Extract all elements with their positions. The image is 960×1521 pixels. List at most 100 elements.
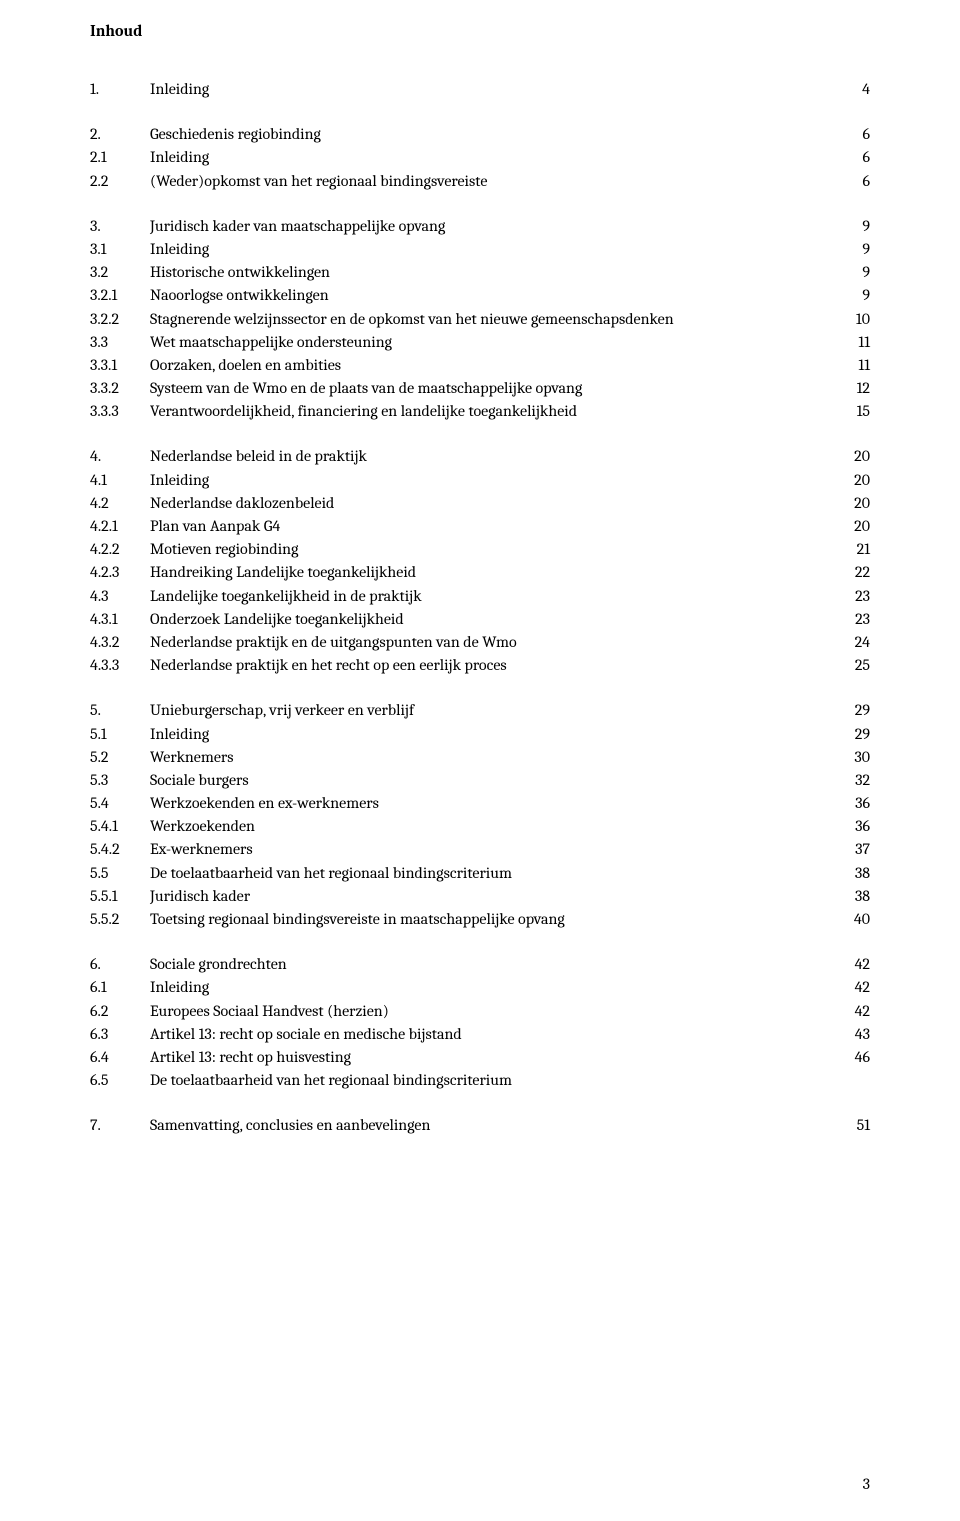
toc-entry: 1.Inleiding4 <box>90 78 870 101</box>
toc-entry-title: Ex-werknemers <box>150 838 840 861</box>
toc-entry-number: 5. <box>90 699 150 722</box>
toc-entry: 6.2Europees Sociaal Handvest (herzien)42 <box>90 1000 870 1023</box>
toc-entry: 3.2Historische ontwikkelingen9 <box>90 261 870 284</box>
toc-entry-title: Motieven regiobinding <box>150 538 840 561</box>
toc-entry-number: 5.3 <box>90 769 150 792</box>
toc-entry-page: 9 <box>840 238 870 261</box>
toc-entry-title: Naoorlogse ontwikkelingen <box>150 284 840 307</box>
toc-entry-number: 4.3.2 <box>90 631 150 654</box>
toc-entry-number: 4.2 <box>90 492 150 515</box>
toc-entry-number: 6.5 <box>90 1069 150 1092</box>
toc-entry-title: Sociale grondrechten <box>150 953 840 976</box>
toc-entry-title: Plan van Aanpak G4 <box>150 515 840 538</box>
toc-entry-number: 5.4.2 <box>90 838 150 861</box>
toc-entry-number: 5.4.1 <box>90 815 150 838</box>
toc-entry-title: Toetsing regionaal bindingsvereiste in m… <box>150 908 840 931</box>
toc-entry-title: Inleiding <box>150 976 840 999</box>
toc-entry-page: 30 <box>840 746 870 769</box>
toc-entry-title: Systeem van de Wmo en de plaats van de m… <box>150 377 840 400</box>
toc-section: 5.Unieburgerschap, vrij verkeer en verbl… <box>90 699 870 931</box>
toc-entry-number: 6.1 <box>90 976 150 999</box>
toc-entry-title: Unieburgerschap, vrij verkeer en verblij… <box>150 699 840 722</box>
toc-entry: 5.4.1Werkzoekenden36 <box>90 815 870 838</box>
toc-entry-title: Nederlandse praktijk en de uitgangspunte… <box>150 631 840 654</box>
toc-section: 4.Nederlandse beleid in de praktijk204.1… <box>90 445 870 677</box>
toc-container: 1.Inleiding42.Geschiedenis regiobinding6… <box>90 78 870 1138</box>
toc-entry: 3.3.1Oorzaken, doelen en ambities11 <box>90 354 870 377</box>
toc-entry-title: Verantwoordelijkheid, financiering en la… <box>150 400 840 423</box>
toc-entry-page: 43 <box>840 1023 870 1046</box>
toc-entry: 5.Unieburgerschap, vrij verkeer en verbl… <box>90 699 870 722</box>
toc-entry-page: 20 <box>840 469 870 492</box>
toc-entry-number: 3.3.1 <box>90 354 150 377</box>
toc-entry-title: Juridisch kader van maatschappelijke opv… <box>150 215 840 238</box>
toc-entry-number: 5.4 <box>90 792 150 815</box>
toc-entry-number: 4.3 <box>90 585 150 608</box>
toc-entry-page: 9 <box>840 284 870 307</box>
toc-entry-page: 46 <box>840 1046 870 1069</box>
toc-entry-title: Werkzoekenden en ex-werknemers <box>150 792 840 815</box>
toc-entry-page: 20 <box>840 445 870 468</box>
toc-entry-page: 23 <box>840 585 870 608</box>
toc-entry: 4.3Landelijke toegankelijkheid in de pra… <box>90 585 870 608</box>
toc-entry: 3.Juridisch kader van maatschappelijke o… <box>90 215 870 238</box>
toc-entry: 3.2.2Stagnerende welzijnssector en de op… <box>90 308 870 331</box>
toc-entry-number: 5.5 <box>90 862 150 885</box>
toc-entry-page: 6 <box>840 123 870 146</box>
toc-entry-page: 36 <box>840 792 870 815</box>
toc-entry-number: 3.2.1 <box>90 284 150 307</box>
toc-entry-page: 9 <box>840 215 870 238</box>
toc-entry-page: 29 <box>840 723 870 746</box>
toc-entry-page: 22 <box>840 561 870 584</box>
toc-entry-page: 23 <box>840 608 870 631</box>
toc-entry-title: Werkzoekenden <box>150 815 840 838</box>
toc-entry-page: 20 <box>840 492 870 515</box>
toc-entry-title: Nederlandse praktijk en het recht op een… <box>150 654 840 677</box>
toc-entry: 6.5De toelaatbaarheid van het regionaal … <box>90 1069 870 1092</box>
toc-entry: 6.1Inleiding42 <box>90 976 870 999</box>
toc-entry-number: 4.1 <box>90 469 150 492</box>
toc-entry-title: Inleiding <box>150 146 840 169</box>
toc-entry-number: 3.1 <box>90 238 150 261</box>
toc-entry: 5.1Inleiding29 <box>90 723 870 746</box>
toc-entry: 4.3.1Onderzoek Landelijke toegankelijkhe… <box>90 608 870 631</box>
toc-entry-title: Historische ontwikkelingen <box>150 261 840 284</box>
toc-entry-number: 2.2 <box>90 170 150 193</box>
toc-entry-number: 3.3.2 <box>90 377 150 400</box>
toc-entry-page: 15 <box>840 400 870 423</box>
toc-entry: 3.3.2Systeem van de Wmo en de plaats van… <box>90 377 870 400</box>
toc-entry: 5.4.2Ex-werknemers37 <box>90 838 870 861</box>
toc-entry-number: 1. <box>90 78 150 101</box>
toc-entry-page: 29 <box>840 699 870 722</box>
toc-entry-title: Artikel 13: recht op sociale en medische… <box>150 1023 840 1046</box>
toc-entry: 6.3Artikel 13: recht op sociale en medis… <box>90 1023 870 1046</box>
toc-entry-number: 5.5.2 <box>90 908 150 931</box>
toc-entry-page: 6 <box>840 170 870 193</box>
toc-entry-number: 4.2.3 <box>90 561 150 584</box>
toc-entry-page: 21 <box>840 538 870 561</box>
toc-entry-page: 24 <box>840 631 870 654</box>
toc-entry: 5.5.1Juridisch kader38 <box>90 885 870 908</box>
toc-entry-page: 11 <box>840 354 870 377</box>
toc-entry-number: 4.2.2 <box>90 538 150 561</box>
toc-entry: 4.2.1Plan van Aanpak G420 <box>90 515 870 538</box>
toc-entry-page: 38 <box>840 885 870 908</box>
page-number: 3 <box>863 1475 870 1493</box>
toc-entry-number: 3. <box>90 215 150 238</box>
toc-entry: 5.5.2Toetsing regionaal bindingsvereiste… <box>90 908 870 931</box>
toc-entry-title: Artikel 13: recht op huisvesting <box>150 1046 840 1069</box>
toc-entry: 2.Geschiedenis regiobinding6 <box>90 123 870 146</box>
toc-entry: 4.3.3Nederlandse praktijk en het recht o… <box>90 654 870 677</box>
toc-entry-number: 2.1 <box>90 146 150 169</box>
toc-entry: 6.Sociale grondrechten42 <box>90 953 870 976</box>
toc-entry-number: 7. <box>90 1114 150 1137</box>
toc-entry-title: Sociale burgers <box>150 769 840 792</box>
toc-entry-page: 4 <box>840 78 870 101</box>
toc-section: 3.Juridisch kader van maatschappelijke o… <box>90 215 870 424</box>
toc-entry-page: 12 <box>840 377 870 400</box>
toc-entry-title: Inleiding <box>150 238 840 261</box>
toc-entry-title: Nederlandse daklozenbeleid <box>150 492 840 515</box>
toc-entry-title: Inleiding <box>150 723 840 746</box>
toc-entry-title: De toelaatbaarheid van het regionaal bin… <box>150 862 840 885</box>
toc-entry-title: Werknemers <box>150 746 840 769</box>
